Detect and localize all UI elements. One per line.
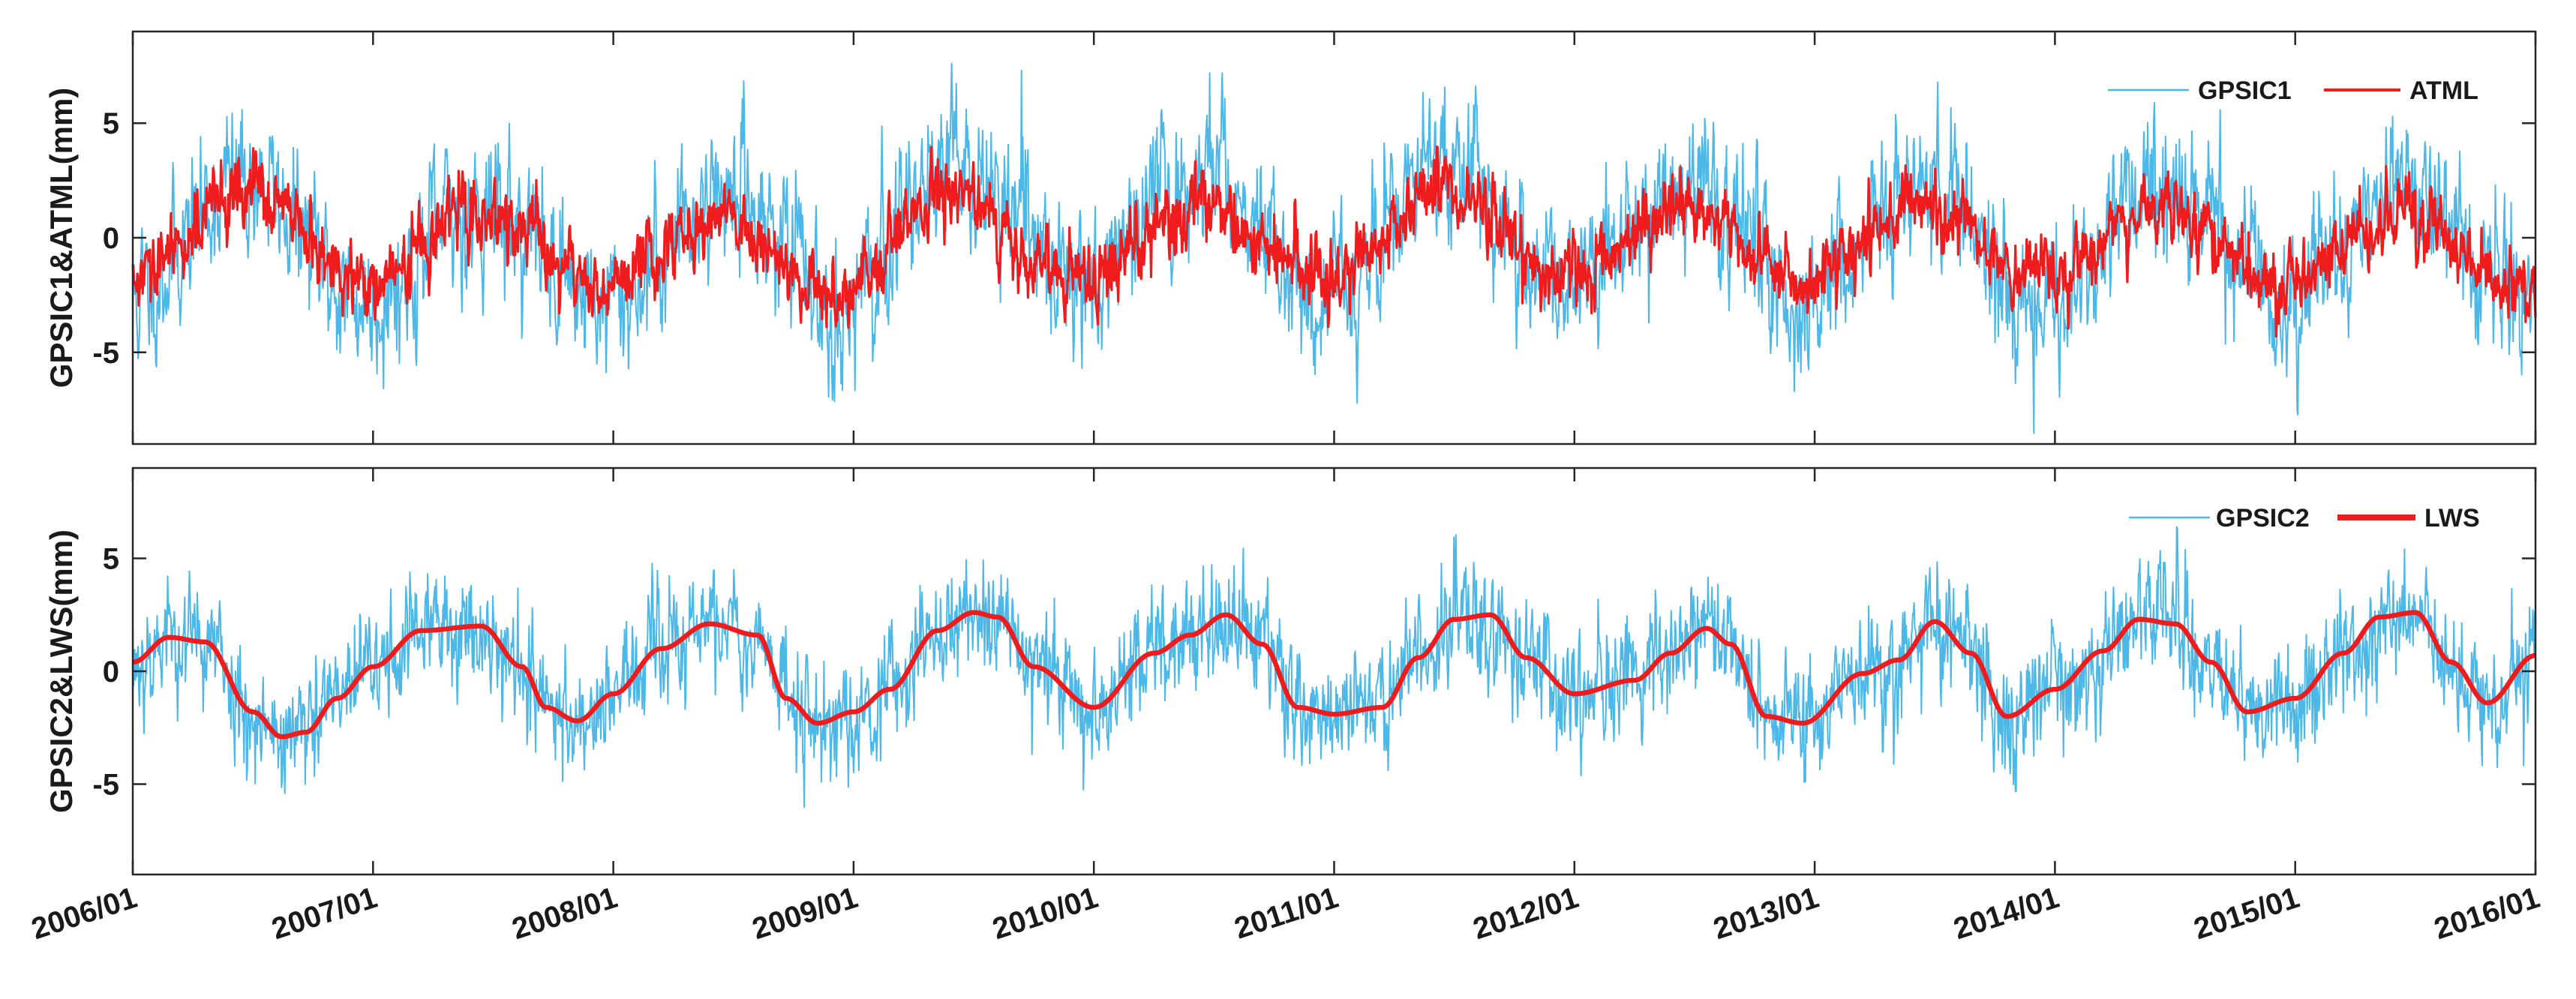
top-panel: -5 0 5 GPSIC1&ATML(mm) GPSIC1 ATML xyxy=(44,30,2537,446)
legend-gpsic2-label: GPSIC2 xyxy=(2216,504,2310,532)
series-gpsic2 xyxy=(132,526,2536,808)
bottom-panel-ylabel: GPSIC2&LWS(mm) xyxy=(44,530,79,813)
bottom-panel-frame xyxy=(131,466,2537,876)
y-tick-label: 0 xyxy=(103,656,119,688)
x-tick-labels: 2006/01 2007/01 2008/01 2009/01 2010/01 2011/… xyxy=(28,881,2544,946)
legend-atml-label: ATML xyxy=(2409,76,2478,105)
x-tick-label: 2006/01 xyxy=(28,881,141,946)
y-tick-label: -5 xyxy=(92,337,119,370)
top-panel-series xyxy=(131,62,2537,434)
bottom-panel-series xyxy=(131,526,2538,808)
x-tick-label: 2013/01 xyxy=(1710,881,1823,946)
x-tick-label: 2008/01 xyxy=(508,881,621,946)
series-lws xyxy=(131,610,2538,740)
series-gpsic1 xyxy=(132,62,2536,434)
x-tick-label: 2014/01 xyxy=(1950,881,2063,946)
y-tick-label: -5 xyxy=(92,769,119,802)
bottom-panel-legend: GPSIC2 LWS xyxy=(2129,504,2480,532)
legend-gpsic1-label: GPSIC1 xyxy=(2198,76,2292,105)
y-tick-label: 0 xyxy=(103,222,119,255)
legend-lws-label: LWS xyxy=(2424,504,2480,532)
y-tick-label: 5 xyxy=(103,107,119,140)
top-panel-ylabel: GPSIC1&ATML(mm) xyxy=(44,88,79,388)
x-tick-label: 2007/01 xyxy=(268,881,381,946)
x-tick-label: 2010/01 xyxy=(989,881,1102,946)
y-tick-label: 5 xyxy=(103,542,119,575)
top-panel-ticks: -5 0 5 xyxy=(92,32,2537,444)
x-tick-label: 2012/01 xyxy=(1469,881,1582,946)
x-tick-label: 2009/01 xyxy=(749,881,862,946)
top-panel-legend: GPSIC1 ATML xyxy=(2108,76,2478,105)
bottom-panel-ticks: -5 0 5 xyxy=(92,468,2537,874)
x-tick-label: 2016/01 xyxy=(2430,881,2544,946)
series-atml xyxy=(131,145,2537,338)
x-tick-label: 2011/01 xyxy=(1230,881,1342,946)
bottom-panel: -5 0 5 GPSIC2&LWS(mm) GPSIC2 LWS xyxy=(44,466,2538,876)
x-tick-label: 2015/01 xyxy=(2190,881,2303,946)
